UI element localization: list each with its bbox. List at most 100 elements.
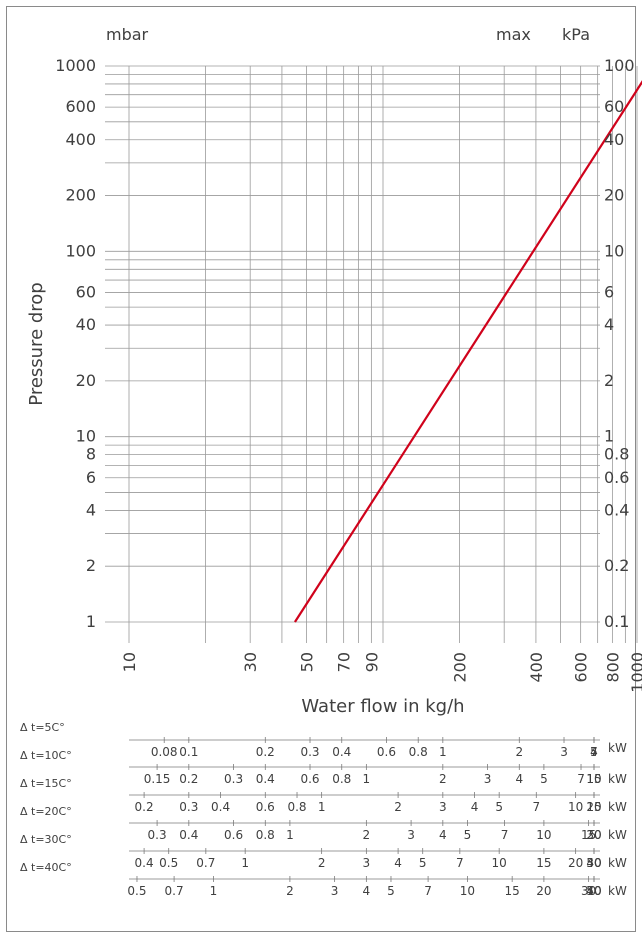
kw-tick-label: 0.3 — [179, 800, 198, 814]
y-tick-label-right: 0.4 — [604, 500, 629, 519]
chart-frame — [6, 6, 636, 932]
kw-tick-label: 2 — [286, 884, 294, 898]
y-tick-label-right: 6 — [604, 282, 614, 301]
delta-t-label: Δ t=20C° — [20, 805, 72, 818]
kw-tick-label: 10 — [586, 772, 601, 786]
kw-tick-label: 15 — [536, 856, 551, 870]
kw-tick-label: 2 — [318, 856, 326, 870]
x-tick-label: 10 — [120, 652, 139, 672]
kw-tick-label: 7 — [456, 856, 464, 870]
kw-tick-label: 0.3 — [148, 828, 167, 842]
kw-tick-label: 40 — [586, 884, 601, 898]
kw-tick-label: 0.6 — [377, 745, 396, 759]
y-tick-label-right: 2 — [604, 371, 614, 390]
kw-tick-label: 30 — [586, 856, 601, 870]
kw-tick-label: 0.5 — [159, 856, 178, 870]
kw-tick-label: 0.4 — [332, 745, 351, 759]
kw-tick-label: 0.4 — [256, 772, 275, 786]
y-tick-label-left: 1000 — [55, 56, 96, 75]
kw-tick-label: 5 — [495, 800, 503, 814]
x-tick-label: 30 — [241, 652, 260, 672]
kw-tick-label: 2 — [394, 800, 402, 814]
kw-tick-label: 3 — [439, 800, 447, 814]
delta-t-label: Δ t=40C° — [20, 861, 72, 874]
kw-tick-label: 7 — [590, 745, 598, 759]
kw-tick-label: 3 — [407, 828, 415, 842]
series-line — [293, 80, 642, 623]
kw-tick-label: 15 — [586, 772, 601, 786]
delta-t-label: Δ t=15C° — [20, 777, 72, 790]
y-tick-label-right: 100 — [604, 56, 635, 75]
kw-tick-label: 2 — [515, 745, 523, 759]
y-tick-label-right: 60 — [604, 97, 624, 116]
kw-tick-label: 4 — [439, 828, 447, 842]
max-annotation: max — [496, 25, 531, 44]
kw-tick-label: 1 — [241, 856, 249, 870]
kw-tick-label: 30 — [581, 884, 596, 898]
y-tick-label-right: 4 — [604, 315, 614, 334]
kw-tick-label: 0.8 — [332, 772, 351, 786]
y-tick-label-right: 0.6 — [604, 468, 629, 487]
kw-tick-label: 70 — [586, 884, 601, 898]
kw-tick-label: 7 — [577, 772, 585, 786]
kw-tick-label: 3 — [363, 856, 371, 870]
delta-t-label: Δ t=10C° — [20, 749, 72, 762]
y-unit-right: kPa — [562, 25, 590, 44]
y-tick-label-left: 40 — [76, 315, 96, 334]
kw-tick-label: 10 — [568, 800, 583, 814]
y-tick-label-right: 10 — [604, 241, 624, 260]
kw-tick-label: 30 — [586, 828, 601, 842]
kw-unit-label: kW — [608, 741, 627, 755]
kw-tick-label: 4 — [515, 772, 523, 786]
y-tick-label-left: 2 — [86, 556, 96, 575]
x-axis-title: Water flow in kg/h — [301, 696, 464, 717]
chart-grid — [105, 65, 638, 643]
y-tick-label-left: 6 — [86, 468, 96, 487]
y-tick-label-left: 1 — [86, 612, 96, 631]
x-tick-label: 1000 — [628, 652, 642, 693]
kw-tick-label: 1 — [318, 800, 326, 814]
kw-tick-label: 15 — [581, 828, 596, 842]
kw-tick-label: 20 — [586, 800, 601, 814]
kw-tick-label: 4 — [363, 884, 371, 898]
kw-tick-label: 1 — [439, 745, 447, 759]
kw-tick-label: 7 — [532, 800, 540, 814]
kw-tick-label: 0.6 — [224, 828, 243, 842]
x-tick-label: 600 — [572, 652, 591, 683]
kw-tick-label: 15 — [505, 884, 520, 898]
x-tick-label: 70 — [335, 652, 354, 672]
kw-tick-label: 3 — [560, 745, 568, 759]
kw-tick-label: 2 — [363, 828, 371, 842]
kw-tick-label: 1 — [286, 828, 294, 842]
kw-tick-label: 20 — [536, 884, 551, 898]
kw-tick-label: 4 — [394, 856, 402, 870]
kw-tick-label: 15 — [586, 800, 601, 814]
y-tick-label-right: 40 — [604, 130, 624, 149]
kw-unit-label: kW — [608, 772, 627, 786]
kw-tick-label: 50 — [586, 856, 601, 870]
kw-tick-label: 0.3 — [300, 745, 319, 759]
kw-tick-label: 0.5 — [127, 884, 146, 898]
kw-unit-label: kW — [608, 828, 627, 842]
kw-tick-label: 0.2 — [179, 772, 198, 786]
kw-tick-label: 0.4 — [211, 800, 230, 814]
y-tick-label-left: 4 — [86, 500, 96, 519]
kw-tick-label: 40 — [586, 856, 601, 870]
x-tick-label: 800 — [603, 652, 622, 683]
kw-unit-label: kW — [608, 884, 627, 898]
kw-tick-label: 5 — [387, 884, 395, 898]
x-tick-label: 200 — [450, 652, 469, 683]
kw-tick-label: 0.2 — [256, 745, 275, 759]
y-tick-label-right: 20 — [604, 186, 624, 205]
kw-tick-label: 0.6 — [300, 772, 319, 786]
kw-tick-label: 0.7 — [165, 884, 184, 898]
kw-tick-label: 4 — [471, 800, 479, 814]
kw-tick-label: 50 — [586, 884, 601, 898]
kw-tick-label: 0.4 — [179, 828, 198, 842]
kw-tick-label: 0.8 — [287, 800, 306, 814]
kw-tick-label: 0.08 — [151, 745, 178, 759]
kw-tick-label: 7 — [424, 884, 432, 898]
y-tick-label-left: 400 — [65, 130, 96, 149]
y-axis-title: Pressure drop — [26, 282, 47, 405]
kw-tick-label: 4 — [590, 745, 598, 759]
